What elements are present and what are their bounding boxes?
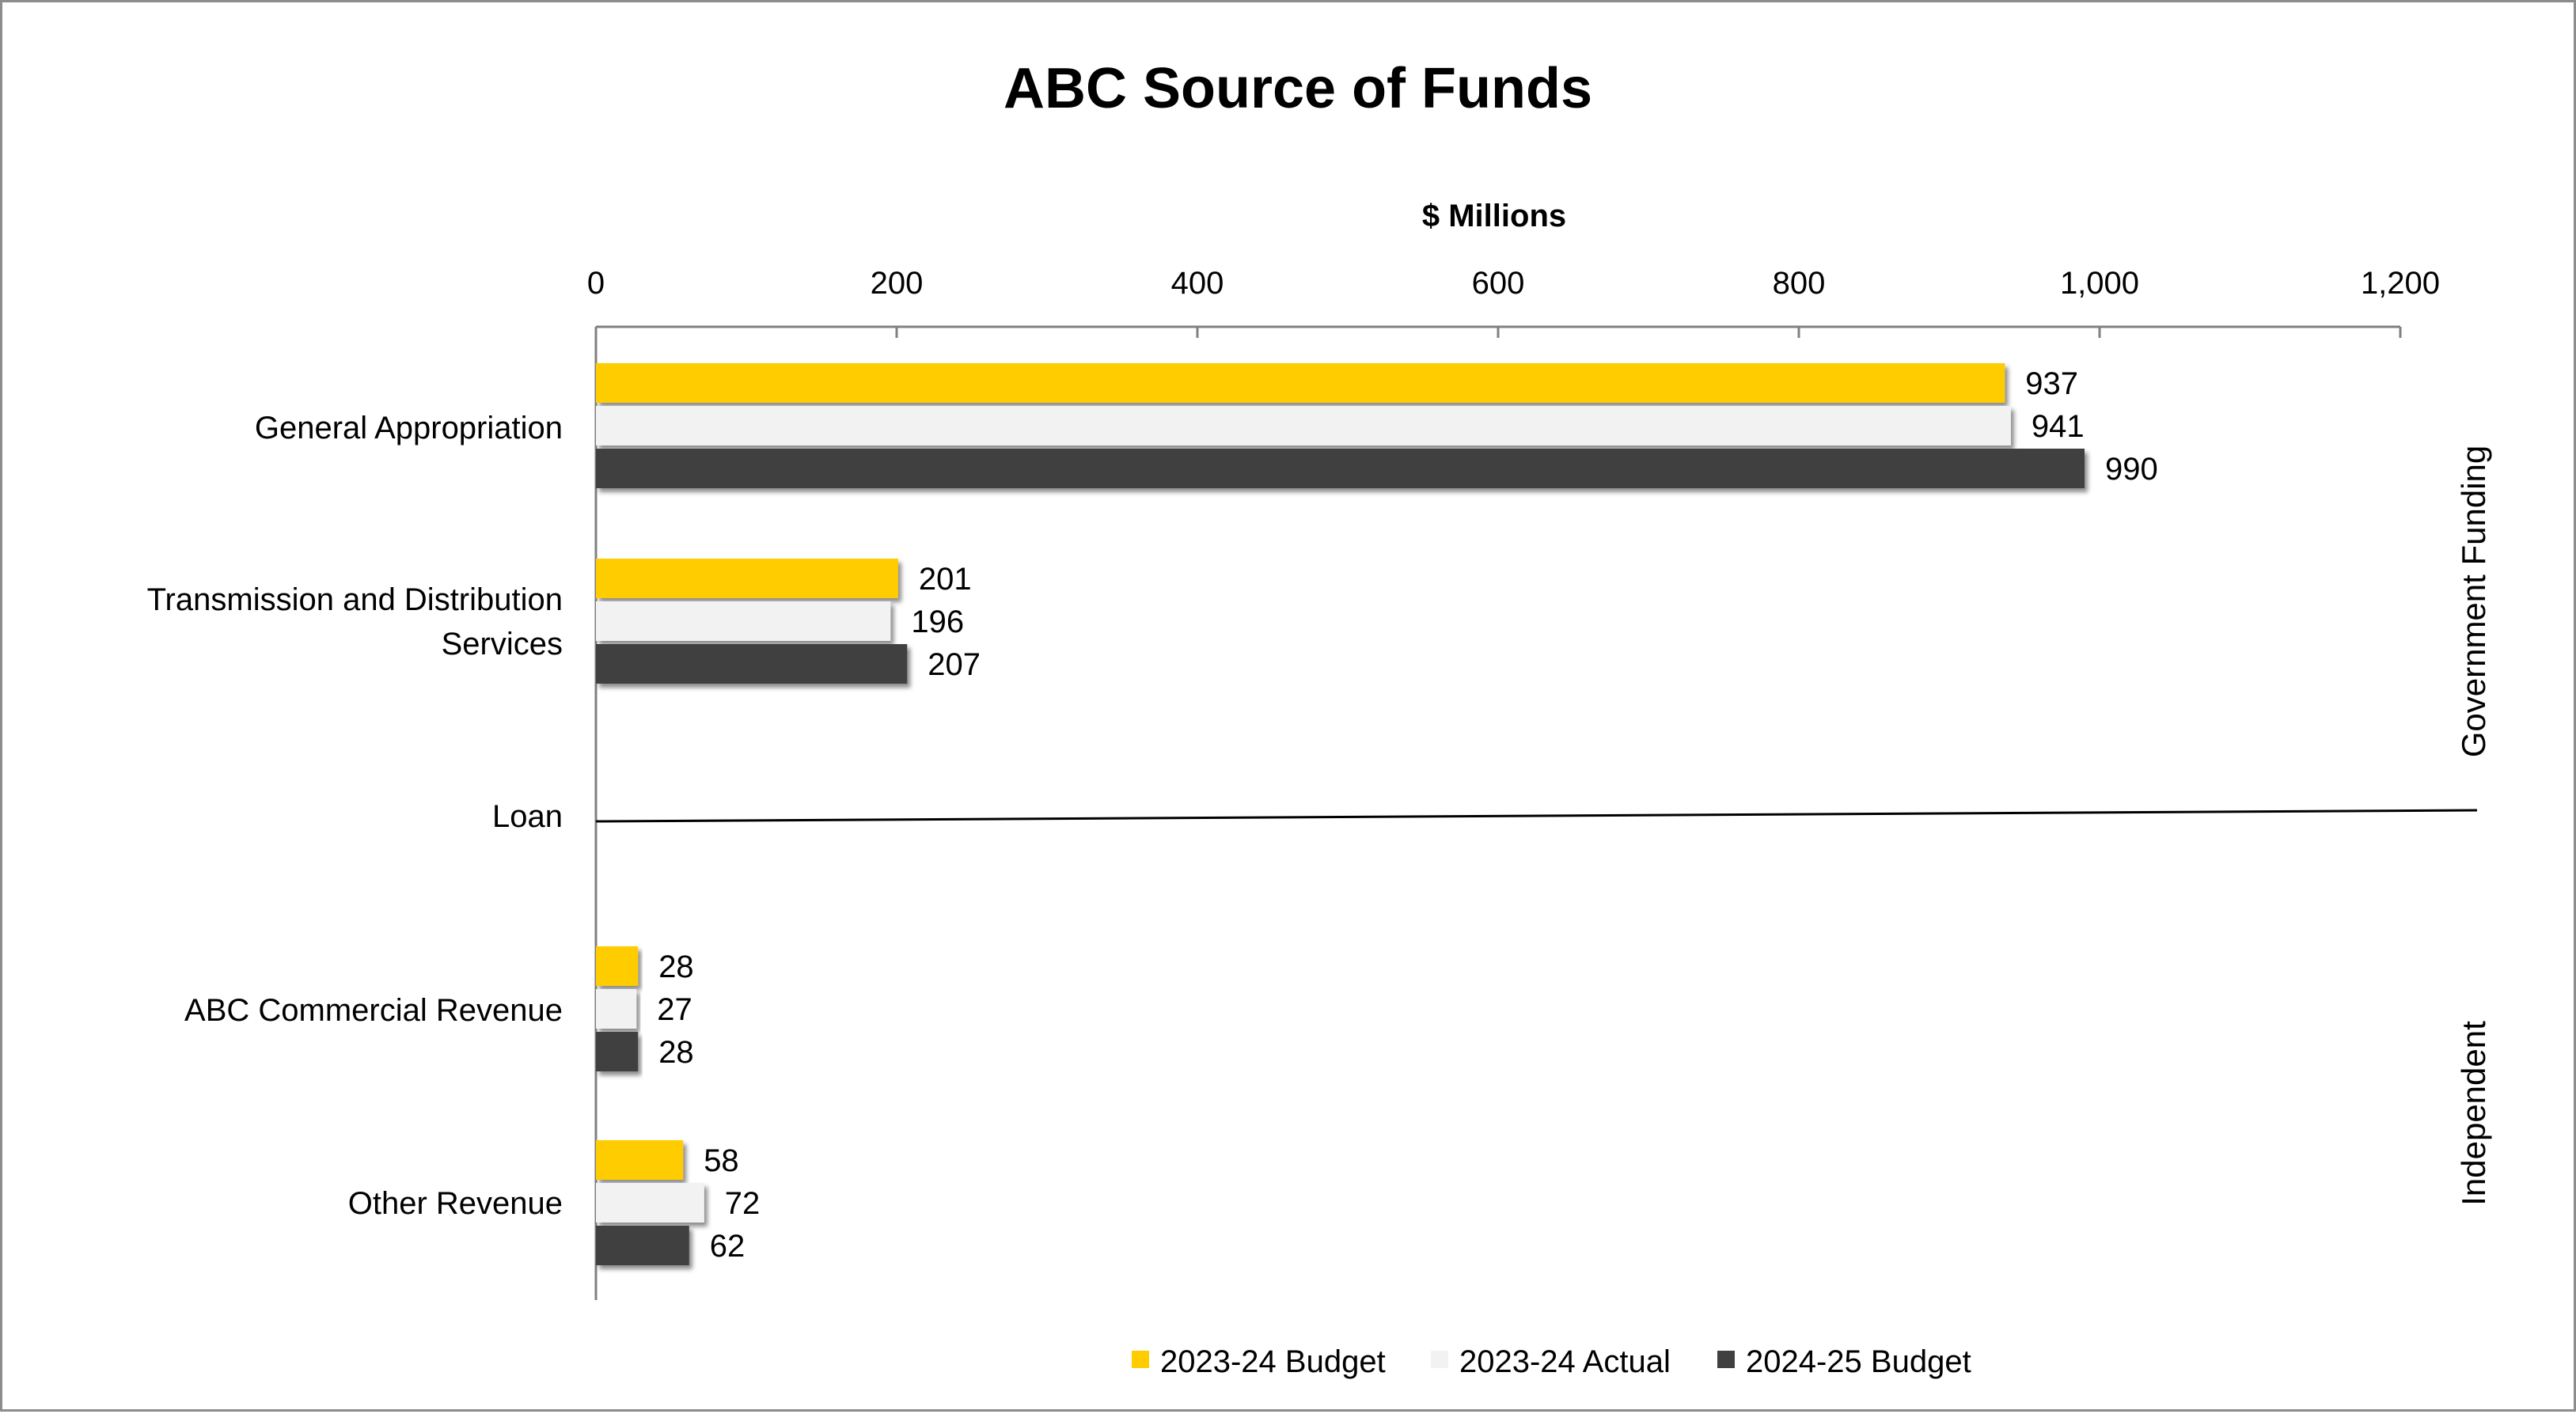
x-axis-title: $ Millions [1422, 199, 1566, 233]
data-label: 937 [2025, 366, 2078, 401]
category-label: Loan [492, 799, 563, 834]
bar-2024-25-budget [596, 449, 2085, 488]
bar-2024-25-budget [596, 1032, 639, 1071]
x-tick-label: 200 [871, 266, 924, 301]
bar-2023-24-actual [596, 989, 637, 1029]
legend-label: 2023-24 Actual [1459, 1344, 1671, 1379]
bar-2024-25-budget [596, 644, 908, 684]
chart-title: ABC Source of Funds [1003, 57, 1592, 120]
group-label-government-funding: Government Funding [2455, 445, 2492, 758]
data-label: 196 [911, 605, 964, 639]
legend-swatch [1132, 1351, 1149, 1368]
x-tick-label: 1,000 [2060, 266, 2139, 301]
legend-label: 2024-25 Budget [1746, 1344, 1971, 1379]
bar-2023-24-actual [596, 601, 891, 641]
data-label: 27 [657, 992, 692, 1027]
bar-2023-24-budget [596, 363, 2005, 403]
category-label: General Appropriation [255, 411, 563, 445]
category-label: Other Revenue [348, 1186, 563, 1221]
data-label: 28 [658, 950, 694, 984]
x-tick-label: 600 [1472, 266, 1525, 301]
bar-2023-24-actual [596, 406, 2011, 445]
data-label: 990 [2105, 452, 2158, 487]
x-tick-label: 800 [1773, 266, 1826, 301]
category-label: Transmission and Distribution [147, 582, 563, 617]
data-label: 72 [725, 1186, 761, 1221]
data-label: 28 [658, 1035, 694, 1070]
legend-swatch [1717, 1351, 1735, 1368]
x-tick-label: 0 [587, 266, 605, 301]
bar-2023-24-actual [596, 1183, 704, 1223]
bar-2023-24-budget [596, 1140, 684, 1180]
data-label: 941 [2032, 409, 2085, 444]
data-label: 58 [704, 1143, 739, 1178]
data-label: 62 [710, 1229, 745, 1264]
bar-2024-25-budget [596, 1226, 689, 1265]
category-label: ABC Commercial Revenue [184, 993, 563, 1028]
data-label: 207 [928, 647, 981, 682]
data-label: 201 [919, 562, 972, 597]
x-tick-label: 400 [1171, 266, 1224, 301]
bar-2023-24-budget [596, 559, 898, 598]
category-label: Services [442, 627, 563, 662]
x-tick-label: 1,200 [2361, 266, 2440, 301]
group-separator-line [595, 809, 2478, 823]
group-label-independent: Independent [2455, 1021, 2492, 1206]
legend-label: 2023-24 Budget [1160, 1344, 1386, 1379]
bar-2023-24-budget [596, 946, 639, 986]
legend-swatch [1431, 1351, 1448, 1368]
